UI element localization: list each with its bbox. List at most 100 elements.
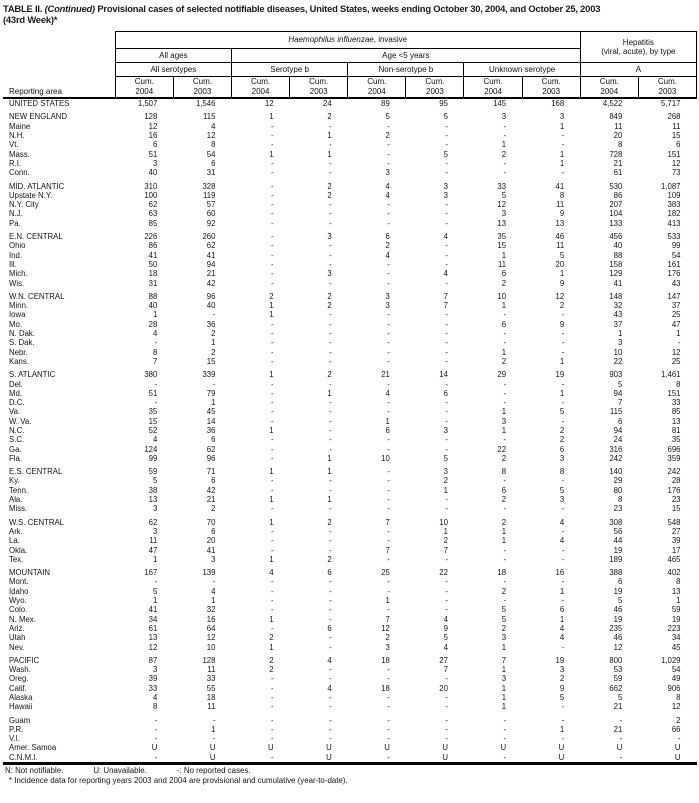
cell-value: 1 [385, 416, 390, 426]
cell-value: - [387, 724, 390, 734]
cell-value: 11 [556, 241, 565, 251]
cell-value: 6 [501, 319, 507, 329]
header-corner [3, 49, 115, 63]
cell-value: 3 [559, 495, 565, 505]
row-label: S. ATLANTIC [9, 370, 56, 380]
table-row: Mont. - - - - - - - - 6 8 [3, 577, 697, 586]
cell-value: 24 [323, 99, 332, 109]
cell-value: - [329, 586, 332, 596]
cell-value: 27 [439, 655, 448, 665]
cell-value: 1,461 [660, 370, 681, 380]
cell-value: 2 [269, 633, 274, 643]
cell-value: - [271, 168, 274, 178]
cell-value: 2 [501, 517, 507, 527]
cell-value: 1 [501, 683, 507, 693]
cell-value: 54 [671, 250, 681, 260]
cell-value: 62 [148, 517, 158, 527]
table-title: TABLE II. (Continued) Provisional cases … [3, 3, 699, 25]
table-row: MID. ATLANTIC 310 328-2 4 3 33 41 530 1,087 [3, 182, 697, 191]
cell-value: 16 [555, 568, 565, 578]
cell-value: 6 [153, 140, 158, 150]
cell-value: - [445, 715, 448, 725]
cell-value: 1,087 [660, 181, 681, 191]
cell-value: - [329, 379, 332, 389]
cell-value: - [271, 545, 274, 555]
cell-value: 5 [559, 407, 565, 417]
cell-value: 5 [501, 614, 507, 624]
cell-value: U [326, 752, 332, 762]
row-label: Tex. [9, 554, 24, 564]
cell-value: 1 [327, 149, 332, 159]
cell-value: 20 [439, 683, 448, 693]
cell-value: 161 [667, 259, 681, 269]
cell-value: 2 [269, 291, 274, 301]
table-row: Maine 12 4- - - - -1 11 11 [3, 122, 697, 131]
cell-value: 19 [613, 586, 623, 596]
cell-value: 3 [501, 112, 507, 122]
notifiable-diseases-table: Haemophilus influenzae, invasive Hepatit… [3, 31, 698, 766]
cell-value: - [329, 702, 332, 712]
cell-value: 168 [551, 99, 565, 109]
cell-value: 33 [206, 674, 216, 684]
cell-value: 2 [501, 356, 507, 366]
cell-value: - [445, 416, 448, 426]
cell-value: - [445, 577, 448, 587]
cell-value: - [503, 338, 507, 348]
cell-value: - [271, 278, 274, 288]
table-row: Amer. Samoa U U U U U U U U U U [3, 743, 697, 752]
cell-value: - [561, 504, 565, 514]
row-label: N.J. [9, 209, 23, 219]
cell-value: - [271, 388, 274, 398]
cell-value: - [329, 407, 332, 417]
cell-value: 3 [327, 232, 332, 242]
cell-value: 6 [211, 476, 216, 486]
cell-value: 3 [327, 269, 332, 279]
cell-value: 41 [613, 278, 623, 288]
cell-value: - [503, 715, 507, 725]
cell-value: 5 [443, 633, 448, 643]
cell-value: - [503, 131, 507, 141]
cell-value: 28 [148, 319, 158, 329]
table-row: Mich. 18 21 - 3 - 4 6 1 129 176 [3, 269, 697, 278]
cell-value: 339 [202, 370, 216, 380]
cell-value: 242 [609, 453, 623, 463]
cell-value: 2 [327, 554, 332, 564]
row-label: MOUNTAIN [9, 568, 51, 578]
cell-value: 61 [148, 623, 158, 633]
cell-value: - [445, 605, 448, 615]
cell-value: - [561, 554, 565, 564]
serotype-b-header: Serotype b [230, 62, 348, 78]
table-row: N.H. 16 12-1 2- - -20 15 [3, 131, 697, 140]
cell-value: - [561, 526, 565, 536]
cell-value: 12 [264, 99, 274, 109]
table-row: Ky. 5 6 - - - 2 - - 29 28 [3, 476, 697, 485]
title-continued: (Continued) [44, 3, 96, 14]
cell-value: 56 [613, 526, 623, 536]
cell-value: 43 [671, 278, 681, 288]
cell-value: - [387, 605, 390, 615]
cell-value: 15 [671, 131, 681, 141]
cell-value: 46 [555, 232, 565, 242]
cell-value: 2 [211, 504, 216, 514]
cell-value: 18 [206, 693, 216, 702]
cell-value: 7 [443, 545, 448, 555]
cell-value: - [271, 577, 274, 587]
cell-value: - [387, 407, 390, 417]
cell-value: 19 [555, 655, 565, 665]
cell-value: - [503, 379, 507, 389]
row-label: E.N. CENTRAL [9, 232, 63, 242]
cell-value: 696 [667, 444, 681, 454]
cell-value: 533 [667, 232, 681, 242]
cell-value: 2 [327, 112, 332, 122]
cell-value: 39 [148, 674, 158, 684]
cell-value: 1 [501, 536, 507, 546]
cell-value: 8 [618, 140, 623, 150]
cell-value: - [154, 715, 158, 725]
cell-value: 15 [206, 356, 216, 366]
cell-value: 70 [206, 517, 216, 527]
cell-value: 21 [381, 370, 390, 380]
cell-value: - [329, 536, 332, 546]
document-page: TABLE II. (Continued) Provisional cases … [3, 3, 699, 785]
cell-value: 6 [385, 425, 390, 435]
cell-value: - [387, 259, 390, 269]
